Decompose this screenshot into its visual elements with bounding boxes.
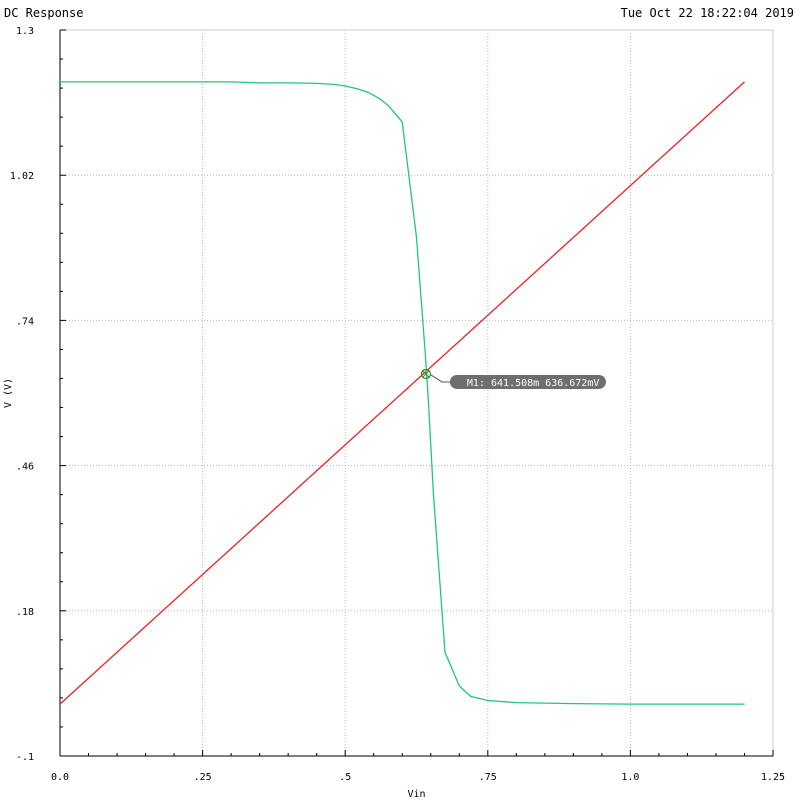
marker-m1: M1: 641.508m 636.672mV [421, 369, 606, 389]
x-tick-label: 1.25 [761, 772, 785, 783]
x-axis-label: Vin [407, 789, 425, 800]
y-tick-label: -.1 [16, 752, 34, 763]
y-tick-label: 1.3 [16, 26, 34, 37]
tick-labels: 0.0 .25 .5 .75 1.0 1.25 -.1 .18 .46 .74 1.02 1.3 Vin… [3, 26, 785, 800]
x-tick-label: .75 [479, 772, 497, 783]
axes [60, 30, 773, 756]
y-tick-label: 1.02 [10, 171, 34, 182]
x-tick-label: 0.0 [51, 772, 69, 783]
marker-m1-leader [431, 375, 450, 382]
y-tick-label: .18 [16, 607, 34, 618]
marker-m1-label: M1: 641.508m 636.672mV [467, 378, 599, 389]
x-tick-label: .5 [339, 772, 351, 783]
plot-frame [60, 30, 773, 756]
grid [60, 30, 773, 756]
x-tick-label: .25 [194, 772, 212, 783]
x-tick-label: 1.0 [621, 772, 639, 783]
y-tick-label: .74 [16, 316, 34, 327]
y-tick-label: .46 [16, 462, 34, 473]
y-axis-label: V (V) [3, 378, 14, 408]
